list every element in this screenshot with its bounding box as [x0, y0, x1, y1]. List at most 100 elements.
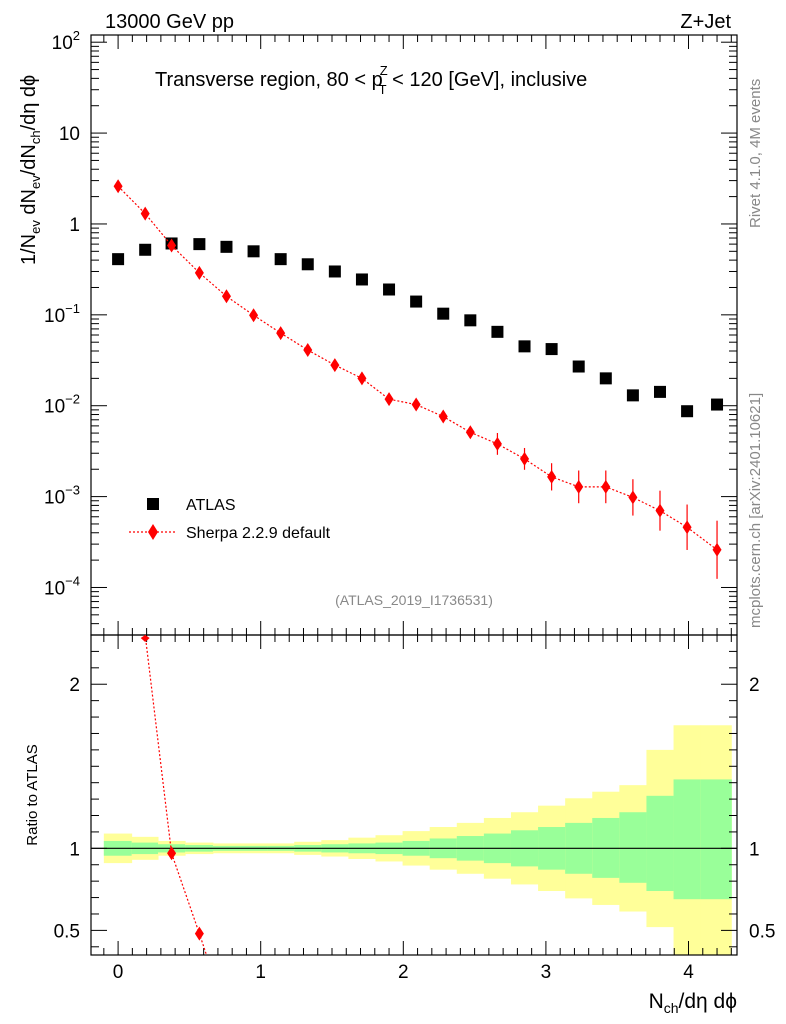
ratio-plot-frame [90, 634, 738, 956]
sherpa-point [113, 179, 123, 194]
header-process-label: Z+Jet [680, 11, 731, 33]
sherpa-point [574, 479, 584, 494]
legend-atlas-marker [147, 498, 159, 510]
x-tick-label: 3 [541, 962, 552, 983]
y-tick-mantissa: 10 [59, 124, 80, 145]
y-axis-sub-ev2: ev [28, 175, 43, 189]
ratio-y-tick-label-left: 2 [69, 675, 80, 696]
sherpa-point [465, 425, 475, 440]
ratio-sherpa-line [144, 634, 208, 956]
atlas-point [410, 295, 423, 308]
sherpa-point [438, 409, 448, 424]
main-plot-frame [90, 34, 738, 636]
sherpa-point [357, 371, 367, 386]
y-tick-exponent: −3 [65, 483, 80, 498]
atlas-point [681, 405, 694, 418]
atlas-point [572, 360, 585, 373]
sherpa-point [712, 542, 722, 557]
ratio-y-tick-label-right: 2 [749, 675, 760, 696]
sherpa-point [628, 490, 638, 505]
atlas-point [491, 325, 504, 338]
x-tick-label: 4 [683, 962, 694, 983]
y-tick-label: 10−1 [44, 301, 80, 327]
legend: ATLAS Sherpa 2.2.9 default [129, 497, 331, 542]
ratio-y-tick-label-right: 0.5 [749, 921, 775, 942]
y-axis-part-1: 1/N [18, 234, 40, 265]
x-axis-sub-ch: ch [664, 1000, 679, 1016]
sherpa-point [194, 265, 204, 280]
band-inner-segment [646, 795, 675, 891]
sherpa-point [682, 520, 692, 535]
ratio-sherpa-point [194, 926, 204, 941]
atlas-point [545, 343, 558, 356]
y-axis-label-ratio: Ratio to ATLAS [24, 744, 41, 845]
ratio-uncertainty-bands [103, 725, 732, 955]
ratio-series [140, 634, 208, 956]
x-axis-part-1: N [649, 990, 664, 1013]
sherpa-point [601, 479, 611, 494]
y-tick-mantissa: 10 [44, 397, 65, 418]
y-tick-label: 10−3 [44, 483, 80, 509]
y-tick-mantissa: 1 [69, 215, 80, 236]
sherpa-line [117, 185, 718, 551]
atlas-point [274, 253, 287, 266]
legend-sherpa-label: Sherpa 2.2.9 default [186, 525, 331, 542]
atlas-point [301, 258, 314, 271]
y-axis-part-4: /dη dϕ [18, 75, 40, 131]
sherpa-point [249, 308, 259, 323]
y-axis-sub-ch: ch [28, 130, 43, 144]
plot-subtitle: Transverse region, 80 < pZ T < 120 [GeV],… [155, 63, 587, 97]
subtitle-sub: T [379, 82, 387, 97]
y-tick-label: 10 [59, 124, 80, 145]
subtitle-suffix: < 120 [GeV], inclusive [387, 69, 588, 91]
y-tick-mantissa: 10 [44, 488, 65, 509]
y-tick-exponent: −4 [65, 573, 80, 588]
atlas-point [518, 340, 531, 353]
legend-sherpa-marker [148, 524, 158, 540]
ratio-y-tick-label-left: 0.5 [54, 921, 80, 942]
y-axis-part-2: dN [18, 189, 40, 220]
atlas-point [437, 307, 450, 320]
y-tick-label: 102 [52, 28, 80, 54]
y-tick-mantissa: 10 [52, 33, 73, 54]
y-tick-label: 10−4 [44, 573, 80, 599]
subtitle-sup: Z [380, 63, 388, 78]
atlas-point [247, 245, 260, 258]
sherpa-point [492, 436, 502, 451]
atlas-point [711, 398, 724, 411]
atlas-point [383, 283, 396, 296]
atlas-point [193, 238, 206, 251]
band-inner-segment [700, 779, 732, 900]
y-tick-label: 1 [69, 215, 80, 236]
x-tick-label: 0 [113, 962, 124, 983]
sherpa-point [520, 451, 530, 466]
atlas-point [328, 265, 341, 278]
y-tick-mantissa: 10 [44, 306, 65, 327]
atlas-point [355, 273, 368, 286]
sherpa-point [221, 289, 231, 304]
y-tick-exponent: −2 [65, 392, 80, 407]
band-inner-segment [619, 812, 647, 883]
header-energy-label: 13000 GeV pp [105, 11, 234, 33]
ratio-y-tick-label-right: 1 [749, 839, 760, 860]
y-tick-mantissa: 10 [44, 578, 65, 599]
atlas-point [599, 372, 612, 385]
atlas-point [220, 240, 233, 253]
sherpa-point [140, 206, 150, 221]
sherpa-point [330, 358, 340, 373]
y-tick-exponent: 2 [73, 28, 80, 43]
subtitle-prefix: Transverse region, 80 < p [155, 69, 383, 91]
ratio-sherpa-point [167, 846, 177, 861]
y-axis-sub-ev1: ev [28, 220, 43, 234]
x-axis-label: Nch/dη dϕ [649, 990, 737, 1016]
atlas-point [653, 385, 666, 398]
analysis-id: (ATLAS_2019_I1736531) [335, 592, 493, 608]
sherpa-point [547, 469, 557, 484]
atlas-point [626, 389, 639, 402]
y-axis-label-main: 1/Nev dNev/dNch/dη dϕ [18, 75, 43, 265]
rivet-label: Rivet 4.1.0, 4M events [747, 79, 764, 228]
band-inner-segment [673, 779, 702, 900]
ratio-y-tick-label-left: 1 [69, 839, 80, 860]
sherpa-point [167, 238, 177, 253]
